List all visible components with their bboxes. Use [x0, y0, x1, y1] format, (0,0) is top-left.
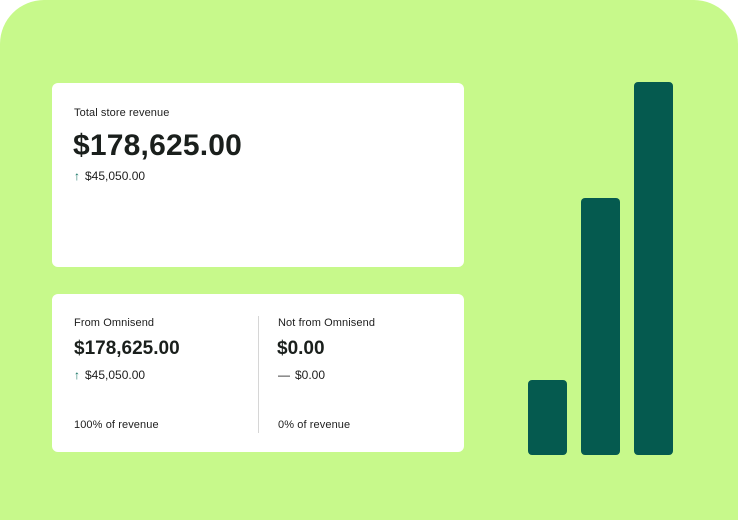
arrow-up-icon: ↑	[74, 169, 80, 183]
total-revenue-delta: ↑ $45,050.00	[74, 169, 145, 183]
total-revenue-value: $178,625.00	[73, 129, 243, 162]
arrow-up-icon: ↑	[74, 368, 80, 382]
not-from-omnisend-value: $0.00	[277, 338, 325, 359]
not-from-omnisend-delta-value: $0.00	[295, 368, 326, 382]
column-divider	[258, 316, 259, 433]
revenue-split-card: From Omnisend $178,625.00 ↑ $45,050.00 1…	[52, 294, 464, 452]
from-omnisend-label: From Omnisend	[74, 317, 155, 329]
not-from-omnisend-delta: — $0.00	[278, 368, 325, 382]
from-omnisend-delta-value: $45,050.00	[85, 368, 146, 382]
total-revenue-delta-value: $45,050.00	[85, 169, 146, 183]
from-omnisend-value: $178,625.00	[74, 338, 180, 359]
dash-icon: —	[278, 368, 290, 382]
from-omnisend-delta: ↑ $45,050.00	[74, 368, 145, 382]
decor-bar-3	[634, 82, 673, 455]
total-revenue-label: Total store revenue	[74, 107, 170, 119]
total-revenue-card: Total store revenue $178,625.00 ↑ $45,05…	[52, 83, 464, 267]
not-from-omnisend-label: Not from Omnisend	[278, 317, 376, 329]
not-from-omnisend-share: 0% of revenue	[278, 419, 351, 431]
from-omnisend-share: 100% of revenue	[74, 419, 159, 431]
decor-bar-2	[581, 198, 620, 455]
decor-bar-1	[528, 380, 567, 455]
decorative-bar-chart	[520, 70, 680, 462]
